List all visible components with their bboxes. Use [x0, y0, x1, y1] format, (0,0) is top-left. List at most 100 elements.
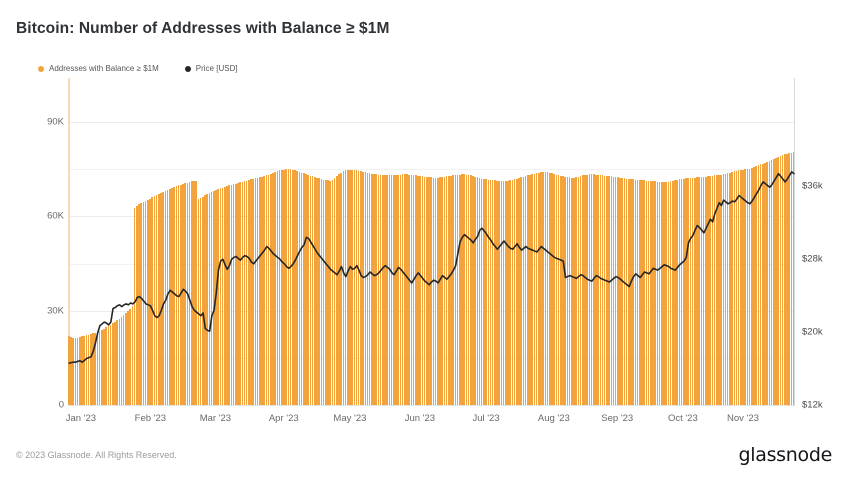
- bar: [243, 181, 246, 405]
- plot-area[interactable]: [68, 78, 795, 405]
- bar: [456, 174, 459, 405]
- bar: [465, 174, 468, 405]
- x-axis-tick-label: Nov '23: [727, 413, 759, 424]
- bar: [463, 174, 465, 405]
- bar: [426, 177, 428, 405]
- bar: [190, 181, 193, 405]
- bar: [487, 179, 490, 405]
- bar: [362, 172, 364, 405]
- bar: [516, 178, 518, 405]
- bar: [228, 185, 230, 405]
- bar: [570, 177, 573, 405]
- legend-item-addresses[interactable]: Addresses with Balance ≥ $1M: [38, 64, 159, 73]
- bar: [742, 169, 744, 405]
- x-axis-tick-label: Oct '23: [667, 413, 698, 424]
- bar: [283, 169, 285, 405]
- bar: [654, 181, 656, 405]
- bar: [678, 179, 681, 405]
- bar: [149, 198, 151, 405]
- bar: [680, 178, 683, 405]
- bar: [753, 167, 755, 405]
- legend-item-price[interactable]: Price [USD]: [184, 64, 238, 73]
- bar: [674, 179, 676, 405]
- bar: [401, 174, 404, 405]
- bar: [544, 172, 547, 405]
- bar: [210, 192, 213, 405]
- bar: [770, 159, 773, 405]
- bar: [447, 176, 450, 405]
- bar: [298, 171, 301, 405]
- bar: [98, 330, 101, 405]
- bar: [259, 177, 261, 405]
- bar: [237, 183, 239, 405]
- bar: [687, 178, 689, 405]
- bar: [751, 167, 753, 405]
- bar: [733, 171, 736, 405]
- bar: [581, 175, 584, 405]
- bar: [577, 176, 580, 405]
- bar: [375, 174, 378, 405]
- bar: [568, 177, 571, 405]
- bar: [617, 177, 619, 405]
- bar: [639, 179, 641, 405]
- bar: [476, 177, 479, 405]
- bar: [188, 182, 191, 405]
- bar: [428, 177, 430, 405]
- bar: [289, 169, 292, 405]
- bar: [737, 170, 740, 405]
- bar: [430, 177, 432, 405]
- bar: [364, 172, 367, 405]
- x-axis-tick-label: Apr '23: [268, 413, 299, 424]
- bar: [114, 322, 116, 405]
- bar: [636, 179, 639, 405]
- price-line-path: [68, 171, 795, 364]
- bar: [632, 179, 635, 405]
- bar: [171, 187, 173, 405]
- bar: [535, 173, 538, 405]
- bar: [287, 168, 290, 405]
- bar: [127, 311, 129, 405]
- bar: [118, 318, 121, 405]
- bar: [700, 177, 703, 405]
- bar: [311, 176, 314, 405]
- bar: [748, 168, 751, 405]
- bar: [634, 179, 637, 405]
- bar: [450, 175, 452, 405]
- right-axis-tick-label: $28k: [802, 253, 823, 265]
- bar: [661, 182, 663, 405]
- bar: [386, 175, 389, 405]
- bar: [720, 174, 722, 405]
- bar: [507, 180, 509, 405]
- bar: [527, 175, 529, 405]
- bar: [182, 183, 184, 405]
- bar: [142, 201, 145, 405]
- bar: [718, 174, 720, 405]
- bar: [511, 179, 514, 405]
- bar: [169, 188, 171, 405]
- bar: [513, 179, 516, 405]
- bar: [92, 333, 94, 405]
- line-series-price: [68, 78, 795, 405]
- bar: [408, 174, 411, 405]
- bar: [735, 170, 738, 405]
- bar: [355, 170, 358, 405]
- bar: [322, 179, 325, 405]
- bar: [109, 324, 112, 405]
- bar: [496, 180, 498, 405]
- bar: [267, 174, 270, 405]
- bar: [324, 179, 327, 405]
- bar: [406, 174, 408, 405]
- bar: [724, 173, 727, 405]
- bar: [764, 162, 766, 405]
- bar: [415, 175, 417, 405]
- bar: [625, 178, 628, 405]
- bar: [704, 176, 707, 405]
- bar: [270, 173, 272, 405]
- bar: [658, 182, 661, 405]
- bar: [70, 337, 72, 405]
- bar: [265, 175, 268, 405]
- bar: [702, 177, 705, 405]
- bar: [500, 180, 503, 405]
- bar: [252, 178, 255, 405]
- bar: [786, 153, 788, 405]
